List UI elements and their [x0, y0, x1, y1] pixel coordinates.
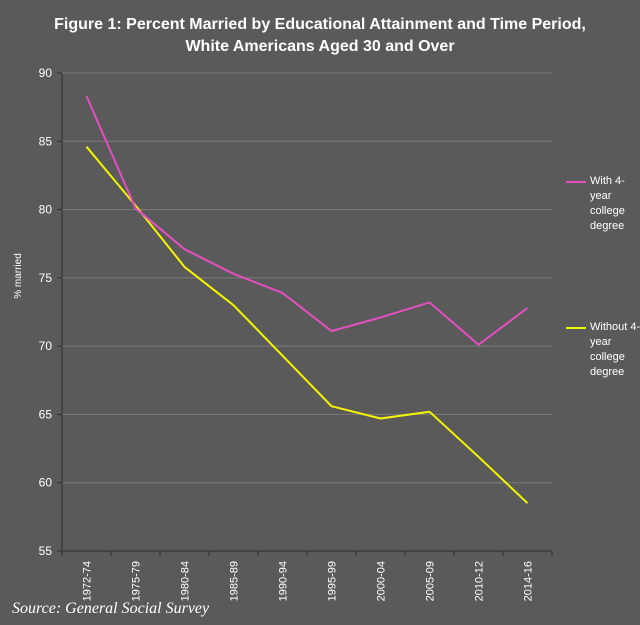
y-tick-label: 55 [39, 544, 53, 558]
x-tick-label: 2005-09 [425, 561, 437, 601]
y-axis-label: % married [13, 253, 24, 299]
x-tick-label: 1985-89 [229, 561, 241, 601]
chart-title-line-2: White Americans Aged 30 and Over [185, 38, 455, 55]
legend-label-without-degree: Without 4- year college degree [590, 321, 640, 378]
legend-entry-without-degree: Without 4- year college degree [566, 320, 640, 384]
legend-label-with-degree: With 4- year college degree [590, 175, 625, 232]
x-tick-label: 2014-16 [523, 561, 535, 601]
legend-entry-with-degree: With 4- year college degree [566, 174, 640, 238]
y-tick-label: 80 [39, 203, 53, 217]
y-tick-label: 75 [39, 271, 53, 285]
axes [57, 72, 553, 556]
x-tick-label: 1995-99 [327, 561, 339, 601]
series-line-1 [85, 146, 529, 504]
y-tick-label: 90 [39, 66, 53, 80]
y-tick-label: 85 [39, 134, 53, 148]
legend-swatch-without-degree [566, 327, 586, 329]
x-tick-label: 1975-79 [131, 561, 143, 601]
x-tick-label: 1972-74 [82, 561, 94, 601]
y-tick-labels: 55 60 65 70 75 80 85 90 [39, 66, 53, 558]
source-note: Source: General Social Survey [12, 600, 210, 617]
series-lines [85, 95, 529, 504]
y-tick-label: 60 [39, 476, 53, 490]
x-tick-label: 1990-94 [278, 561, 290, 601]
chart-title-line-1: Figure 1: Percent Married by Educational… [54, 16, 586, 33]
legend-swatch-with-degree [566, 181, 586, 183]
x-tick-label: 2000-04 [376, 561, 388, 601]
y-tick-label: 65 [39, 407, 53, 421]
y-tick-label: 70 [39, 339, 53, 353]
x-tick-label: 2010-12 [474, 561, 486, 601]
x-tick-label: 1980-84 [180, 561, 192, 601]
series-line-0 [85, 95, 529, 346]
gridlines [62, 72, 552, 484]
x-tick-labels: 1972-74 1975-79 1980-84 1985-89 1990-94 1995-… [82, 561, 535, 601]
chart-title: Figure 1: Percent Married by Educational… [0, 14, 640, 58]
